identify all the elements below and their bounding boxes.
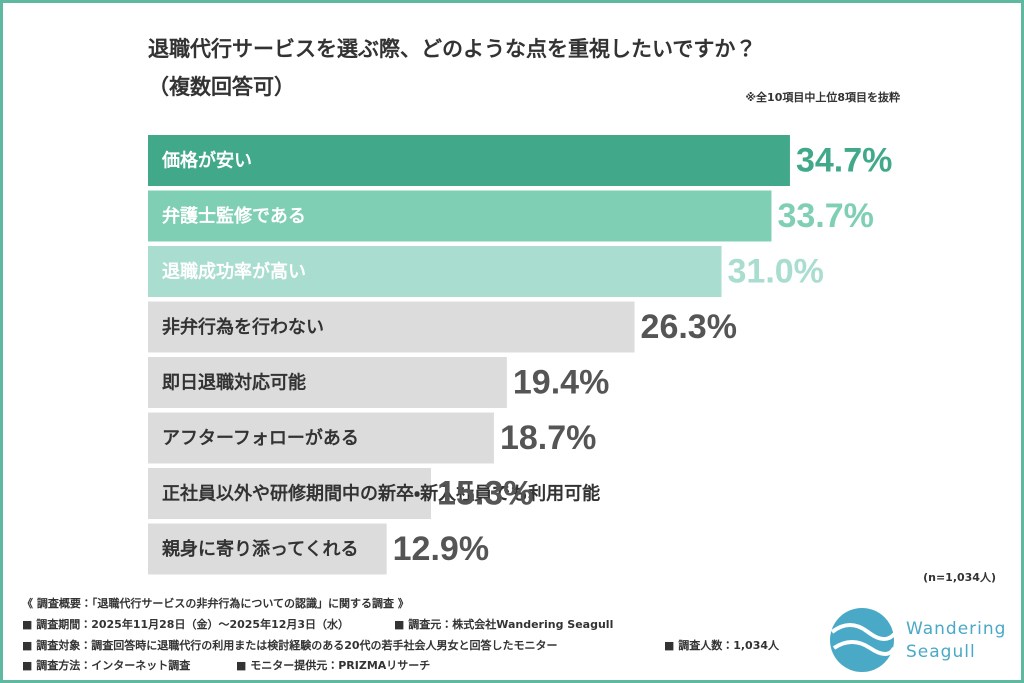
logo-text: Wandering — [906, 619, 1006, 639]
footer-line: ■ モニター提供元：PRIZMAリサーチ — [236, 658, 430, 672]
footer-line: ■ 調査人数：1,034人 — [664, 638, 780, 652]
chart-title: 退職代行サービスを選ぶ際、どのような点を重視したいですか？ — [148, 37, 756, 61]
category-label: 正社員以外や研修期間中の新卒・新入社員でも利用可能 — [162, 483, 600, 505]
value-label: 18.7% — [500, 419, 596, 457]
category-label: 退職成功率が高い — [162, 261, 306, 283]
bar — [148, 412, 494, 464]
logo-wave — [832, 640, 896, 656]
category-label: 価格が安い — [161, 150, 252, 172]
bar — [148, 357, 507, 408]
value-label: 31.0% — [728, 252, 824, 290]
value-label: 12.9% — [393, 530, 489, 568]
category-label: 非弁行為を行わない — [162, 316, 324, 338]
footer-heading: 《 調査概要：「退職代行サービスの非弁行為についての認識」に関する調査 》 — [22, 596, 409, 610]
value-label: 19.4% — [513, 363, 609, 401]
bar — [148, 135, 790, 186]
footer-line: ■ 調査期間：2025年11月28日（金）～2025年12月3日（水） — [22, 617, 349, 631]
category-label: 即日退職対応可能 — [162, 372, 306, 394]
chart-subtitle: （複数回答可） — [148, 75, 295, 99]
value-label: 33.7% — [777, 197, 873, 235]
sample-size: (n=1,034人) — [923, 571, 996, 584]
logo-mark — [830, 608, 898, 672]
bar — [148, 523, 387, 575]
bar — [148, 190, 772, 242]
value-label: 26.3% — [641, 308, 737, 346]
category-label: 親身に寄り添ってくれる — [161, 538, 359, 560]
logo-text: Seagull — [906, 642, 976, 662]
footer-line: ■ 調査元：株式会社Wandering Seagull — [394, 617, 613, 631]
footer-line: ■ 調査対象：調査回答時に退職代行の利用または検討経験のある20代の若手社会人男… — [22, 638, 558, 652]
value-label: 15.3% — [437, 474, 533, 512]
bar — [148, 468, 432, 519]
bar — [148, 246, 722, 297]
logo-wave — [830, 623, 898, 641]
note: ※全10項目中上位8項目を抜粋 — [745, 90, 900, 104]
category-label: アフターフォローがある — [162, 427, 359, 449]
value-label: 34.7% — [796, 141, 892, 179]
category-label: 弁護士監修である — [162, 205, 306, 227]
footer-line: ■ 調査方法：インターネット調査 — [22, 658, 190, 672]
bar — [148, 301, 635, 353]
